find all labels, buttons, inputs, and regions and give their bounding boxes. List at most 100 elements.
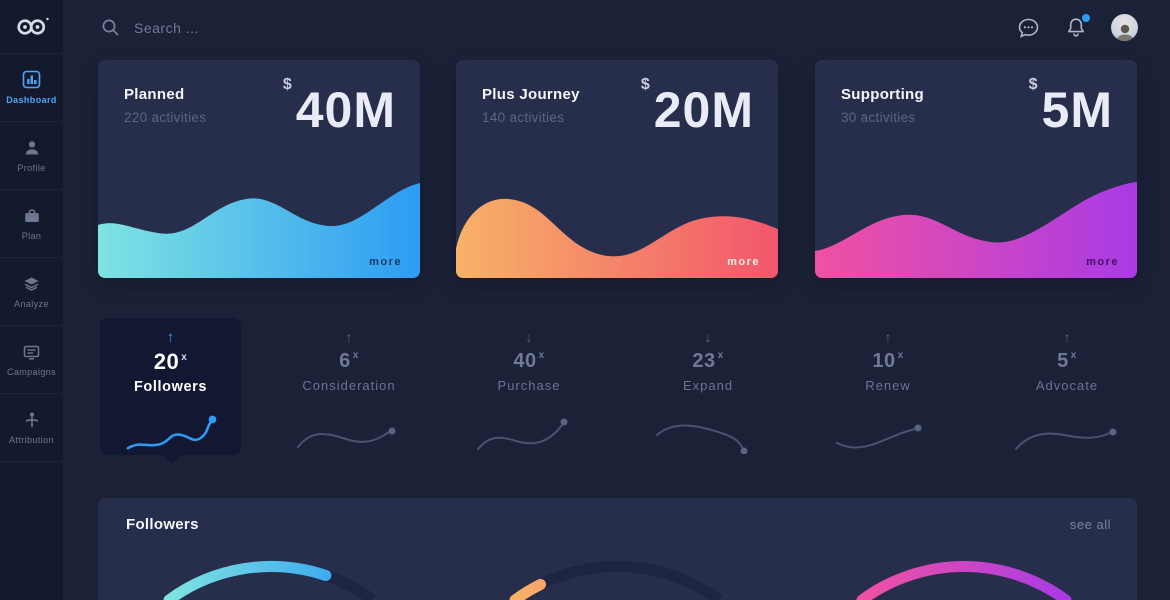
stat-card-plus-journey[interactable]: Plus Journey 140 activities $20M more — [456, 60, 778, 278]
funnel-unit: x — [1070, 350, 1077, 361]
sidebar: Dashboard Profile Plan Analyze — [0, 0, 63, 600]
bar-chart-icon — [22, 70, 41, 89]
stat-card-subtitle: 140 activities — [482, 110, 565, 125]
wave-chart-blue — [98, 183, 420, 278]
sparkline-gray — [477, 418, 568, 450]
stat-card-subtitle: 30 activities — [841, 110, 916, 125]
funnel-value: 20 x — [153, 349, 188, 374]
more-link[interactable]: more — [369, 256, 402, 268]
funnel-item-expand[interactable]: ↓ 23 x Expand — [633, 330, 783, 454]
stat-card-planned[interactable]: Planned 220 activities $40M more — [98, 60, 420, 278]
search-icon — [102, 19, 119, 36]
topbar-actions — [1015, 13, 1138, 41]
sidebar-item-label: Campaigns — [6, 366, 57, 377]
infinity-logo-icon — [16, 17, 49, 35]
currency-symbol: $ — [282, 76, 292, 93]
avatar-person-icon — [1116, 24, 1133, 41]
sparkline-gray — [836, 424, 922, 449]
notifications-button[interactable] — [1063, 13, 1090, 41]
sparkline-gray — [1015, 428, 1117, 450]
layers-icon — [24, 277, 39, 291]
trend-up-icon: ↑ — [345, 329, 353, 345]
sidebar-item-label: Profile — [17, 162, 46, 173]
app-logo[interactable] — [0, 0, 63, 54]
chat-button[interactable] — [1015, 15, 1041, 41]
sidebar-item-dashboard[interactable]: Dashboard — [0, 54, 63, 122]
funnel-item-purchase[interactable]: ↓ 40 x Purchase — [454, 330, 604, 454]
funnel-label: Advocate — [1035, 378, 1099, 393]
sparkline-blue — [126, 415, 216, 450]
person-icon — [25, 140, 38, 154]
topbar — [63, 0, 1170, 55]
funnel-item-renew[interactable]: ↑ 10 x Renew — [813, 330, 963, 454]
currency-symbol: $ — [640, 76, 650, 93]
followers-gauge-pink — [856, 560, 1072, 600]
stat-card-head: Planned 220 activities — [124, 86, 206, 125]
search-input[interactable] — [132, 18, 436, 37]
stat-card-supporting[interactable]: Supporting 30 activities $5M more — [815, 60, 1137, 278]
trend-up-icon: ↑ — [884, 329, 892, 345]
notification-badge — [1082, 13, 1090, 22]
stat-card-value: 20M — [653, 82, 754, 138]
sparkline-gray — [297, 427, 396, 448]
followers-gauge-orange — [509, 560, 725, 600]
trend-down-icon: ↓ — [525, 329, 533, 345]
followers-header: Followers see all — [98, 498, 1137, 533]
sidebar-item-label: Analyze — [14, 298, 49, 309]
funnel-unit: x — [352, 350, 359, 361]
followers-title: Followers — [126, 516, 199, 533]
stat-card-value: 5M — [1041, 82, 1113, 138]
stat-card-title: Planned — [124, 86, 185, 103]
stat-card-amount: $40M — [283, 76, 396, 139]
sidebar-item-label: Plan — [21, 230, 42, 241]
briefcase-icon — [24, 208, 39, 222]
user-avatar[interactable] — [1111, 14, 1138, 41]
wave-chart-pink — [815, 182, 1137, 278]
sidebar-item-campaigns[interactable]: Campaigns — [0, 326, 63, 394]
see-all-link[interactable]: see all — [1069, 517, 1111, 532]
sidebar-item-attribution[interactable]: Attribution — [0, 394, 63, 462]
trend-down-icon: ↓ — [704, 329, 712, 345]
screen-list-icon — [23, 345, 40, 360]
funnel-unit: x — [181, 352, 188, 363]
trend-up-icon: ↑ — [1063, 329, 1071, 345]
stat-card-title: Plus Journey — [482, 86, 580, 103]
funnel-label: Renew — [865, 378, 911, 393]
sidebar-item-profile[interactable]: Profile — [0, 122, 63, 190]
funnel-unit: x — [717, 350, 724, 361]
funnel-label: Consideration — [302, 378, 396, 393]
funnel-label: Followers — [133, 379, 208, 395]
funnel-value: 40 x — [513, 350, 545, 372]
funnel-unit: x — [897, 350, 904, 361]
more-link[interactable]: more — [1086, 256, 1119, 268]
search-bar — [101, 18, 1015, 37]
wave-chart-orange — [456, 198, 778, 278]
stat-card-amount: $5M — [1029, 76, 1113, 139]
stat-card-amount: $20M — [641, 76, 754, 139]
more-link[interactable]: more — [727, 256, 760, 268]
chat-icon — [1018, 18, 1038, 38]
funnel-value: 23 x — [692, 350, 724, 372]
selected-funnel-notch — [163, 455, 181, 464]
sidebar-item-label: Dashboard — [6, 95, 57, 105]
stat-card-title: Supporting — [841, 86, 924, 103]
sparkline-gray — [656, 424, 748, 454]
stat-card-head: Supporting 30 activities — [841, 86, 924, 125]
stat-card-head: Plus Journey 140 activities — [482, 86, 580, 125]
trend-up-icon: ↑ — [166, 329, 175, 346]
sidebar-item-label: Attribution — [9, 434, 54, 445]
funnel-item-followers[interactable]: ↑ 20 x Followers — [100, 318, 241, 455]
funnel-label: Expand — [682, 378, 734, 393]
currency-symbol: $ — [1028, 76, 1038, 93]
sidebar-item-plan[interactable]: Plan — [0, 190, 63, 258]
funnel-value: 10 x — [872, 350, 904, 372]
funnel-unit: x — [538, 350, 545, 361]
sidebar-item-analyze[interactable]: Analyze — [0, 258, 63, 326]
stat-card-value: 40M — [295, 82, 396, 138]
person-arms-icon — [25, 412, 38, 427]
